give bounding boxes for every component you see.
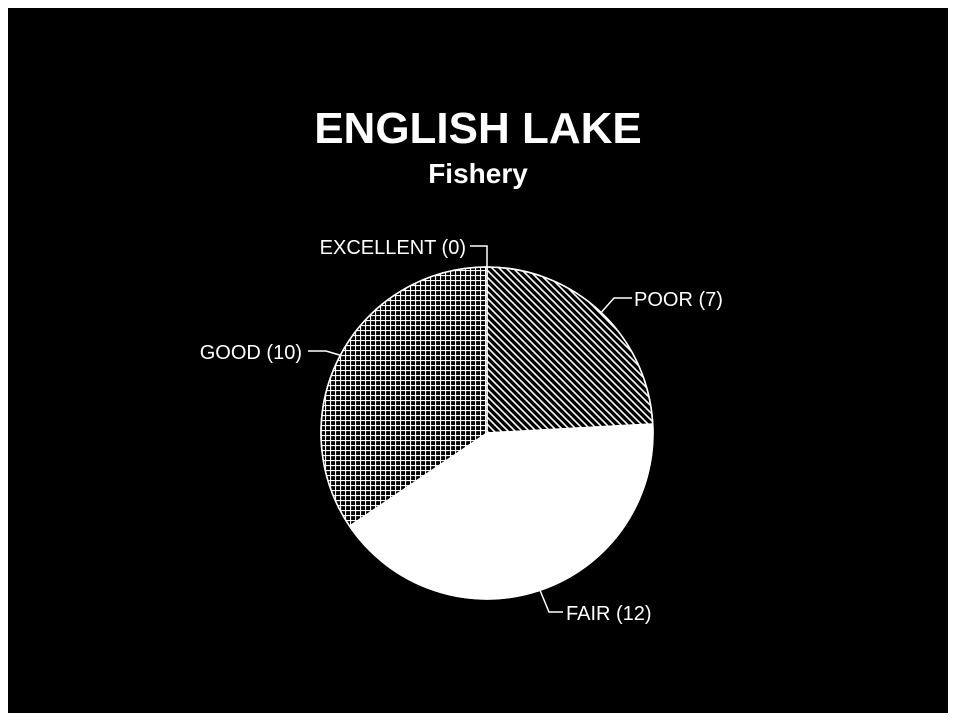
slice-label-poor: POOR (7): [634, 289, 723, 311]
leader-line-fair: [539, 590, 563, 613]
slice-label-good: GOOD (10): [200, 342, 302, 364]
chart-subtitle: Fishery: [428, 158, 528, 189]
pie-slice-poor: [486, 266, 654, 434]
leader-line-good: [308, 350, 341, 356]
leader-line-excellent: [470, 245, 488, 267]
slice-label-fair: FAIR (12): [566, 603, 652, 625]
chart-title: ENGLISH LAKE: [314, 104, 642, 153]
slice-label-excellent: EXCELLENT (0): [320, 237, 466, 259]
leader-line-poor: [600, 297, 632, 313]
